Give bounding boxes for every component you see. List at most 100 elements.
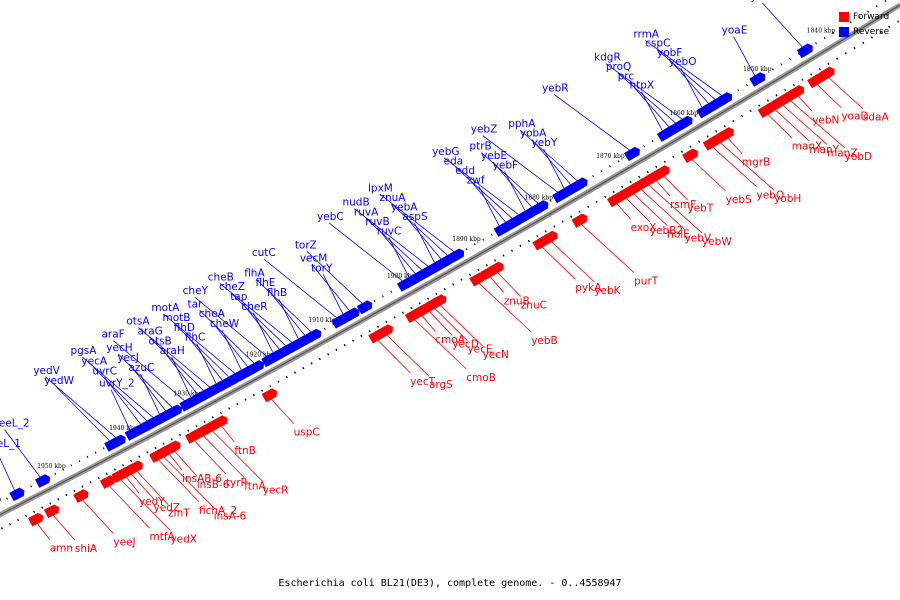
forward-gene-label: znuC xyxy=(521,299,547,311)
kbp-label: 1940 kbp xyxy=(109,425,138,432)
gene-leader xyxy=(365,217,422,271)
kbp-label: 1850 kbp xyxy=(743,66,772,73)
forward-gene-label: argS xyxy=(429,379,453,391)
reverse-gene-label: flhE xyxy=(255,277,275,289)
gene-block xyxy=(749,72,766,87)
gene-leader xyxy=(219,283,293,343)
minor-tick xyxy=(285,375,288,379)
minor-tick xyxy=(858,15,861,19)
reverse-gene-label: yecA xyxy=(81,355,107,367)
minor-tick xyxy=(105,472,108,476)
reverse-gene-label: torZ xyxy=(295,239,317,251)
gene-leader xyxy=(194,296,267,357)
gene-block xyxy=(818,66,835,82)
minor-tick xyxy=(723,125,726,128)
minor-tick xyxy=(672,155,675,158)
reverse-gene-label: znuA xyxy=(379,192,406,204)
minor-tick xyxy=(549,199,552,202)
gene-leader xyxy=(306,251,363,304)
gene-leader xyxy=(386,334,430,377)
reverse-gene-label: yebZ xyxy=(471,124,498,136)
minor-tick xyxy=(219,411,223,415)
genome-axis xyxy=(0,2,900,518)
gene-leader xyxy=(174,323,229,378)
reverse-gene-label: kdgR xyxy=(594,52,621,64)
forward-gene-label: uspC xyxy=(294,426,320,438)
gene-block xyxy=(127,460,143,475)
gene-leader xyxy=(581,224,635,273)
minor-tick xyxy=(78,459,81,463)
reverse-gene-label: cheY xyxy=(183,285,209,297)
gene-block xyxy=(448,248,465,263)
gene-leader xyxy=(478,186,500,227)
gene-leader xyxy=(129,363,167,412)
gene-block xyxy=(682,148,698,164)
minor-tick xyxy=(62,468,65,471)
gene-leader xyxy=(163,456,214,508)
minor-tick xyxy=(390,290,393,293)
gene-leader xyxy=(174,451,198,477)
minor-tick xyxy=(570,215,573,218)
gene-block xyxy=(430,294,447,309)
forward-gene-label: yecN xyxy=(483,349,509,361)
kbp-label: 1900 kbp xyxy=(387,273,416,280)
gene-leader xyxy=(629,82,670,128)
gene-block xyxy=(487,261,504,277)
gene-leader xyxy=(212,430,263,482)
minor-tick xyxy=(8,523,12,526)
gene-leader xyxy=(402,213,442,260)
forward-gene-label: yobH xyxy=(774,193,801,205)
minor-tick xyxy=(888,25,891,28)
gene-leader xyxy=(762,2,803,48)
minor-tick xyxy=(502,254,505,257)
minor-tick xyxy=(832,31,835,34)
forward-gene-label: yebT xyxy=(687,203,713,215)
minor-tick xyxy=(368,330,371,333)
minor-tick xyxy=(121,464,125,467)
gene-leader xyxy=(0,457,15,491)
minor-tick xyxy=(884,0,887,3)
minor-tick xyxy=(689,145,692,148)
forward-gene-label: mtfA xyxy=(149,531,175,543)
reverse-gene-label: zwf xyxy=(467,174,485,186)
minor-tick xyxy=(97,476,100,480)
legend-forward-label: Forward xyxy=(853,11,890,22)
gene-leader xyxy=(633,193,668,226)
gene-leader xyxy=(641,189,685,230)
reverse-gene-label: ruvB xyxy=(365,216,389,228)
gene-leader xyxy=(414,319,467,370)
gene-leader xyxy=(210,319,248,367)
gene-leader xyxy=(712,147,757,187)
minor-tick xyxy=(211,416,214,419)
forward-gene-label: yedX xyxy=(170,534,197,546)
forward-gene-label: amn xyxy=(50,543,73,555)
minor-tick xyxy=(86,455,89,458)
reverse-gene-label: eda xyxy=(444,155,464,167)
minor-tick xyxy=(870,36,873,39)
legend-reverse: Reverse xyxy=(839,24,889,39)
gene-leader xyxy=(136,471,169,505)
gene-leader xyxy=(691,159,727,192)
forward-gene-label: yoaD xyxy=(841,111,868,123)
minor-tick xyxy=(89,481,92,484)
minor-tick xyxy=(758,104,761,107)
kbp-label: 1840 kbp xyxy=(807,27,836,34)
forward-gene-label: manZ xyxy=(827,147,858,159)
reverse-gene-label: cheZ xyxy=(219,281,245,293)
kbp-label: 1870 kbp xyxy=(596,153,625,160)
forward-gene-label: yedY xyxy=(139,496,165,508)
gene-block xyxy=(34,474,51,488)
forward-gene-label: yebS xyxy=(726,194,752,206)
minor-tick xyxy=(737,89,740,92)
minor-tick xyxy=(310,362,313,365)
gene-block xyxy=(165,440,181,455)
gene-leader xyxy=(668,58,709,104)
gene-leader xyxy=(55,386,110,442)
gene-leader xyxy=(388,237,410,278)
kbp-ticks: 1840 kbp 1850 kbp 1860 kbp 1870 kbp 1880 kbp… xyxy=(0,0,900,530)
reverse-gene-label: yeeL_1 xyxy=(0,438,21,450)
minor-tick xyxy=(771,68,774,71)
forward-gene-label: yebN xyxy=(812,114,839,126)
gene-leader xyxy=(504,171,526,212)
reverse-gene-label: proQ xyxy=(606,61,631,73)
